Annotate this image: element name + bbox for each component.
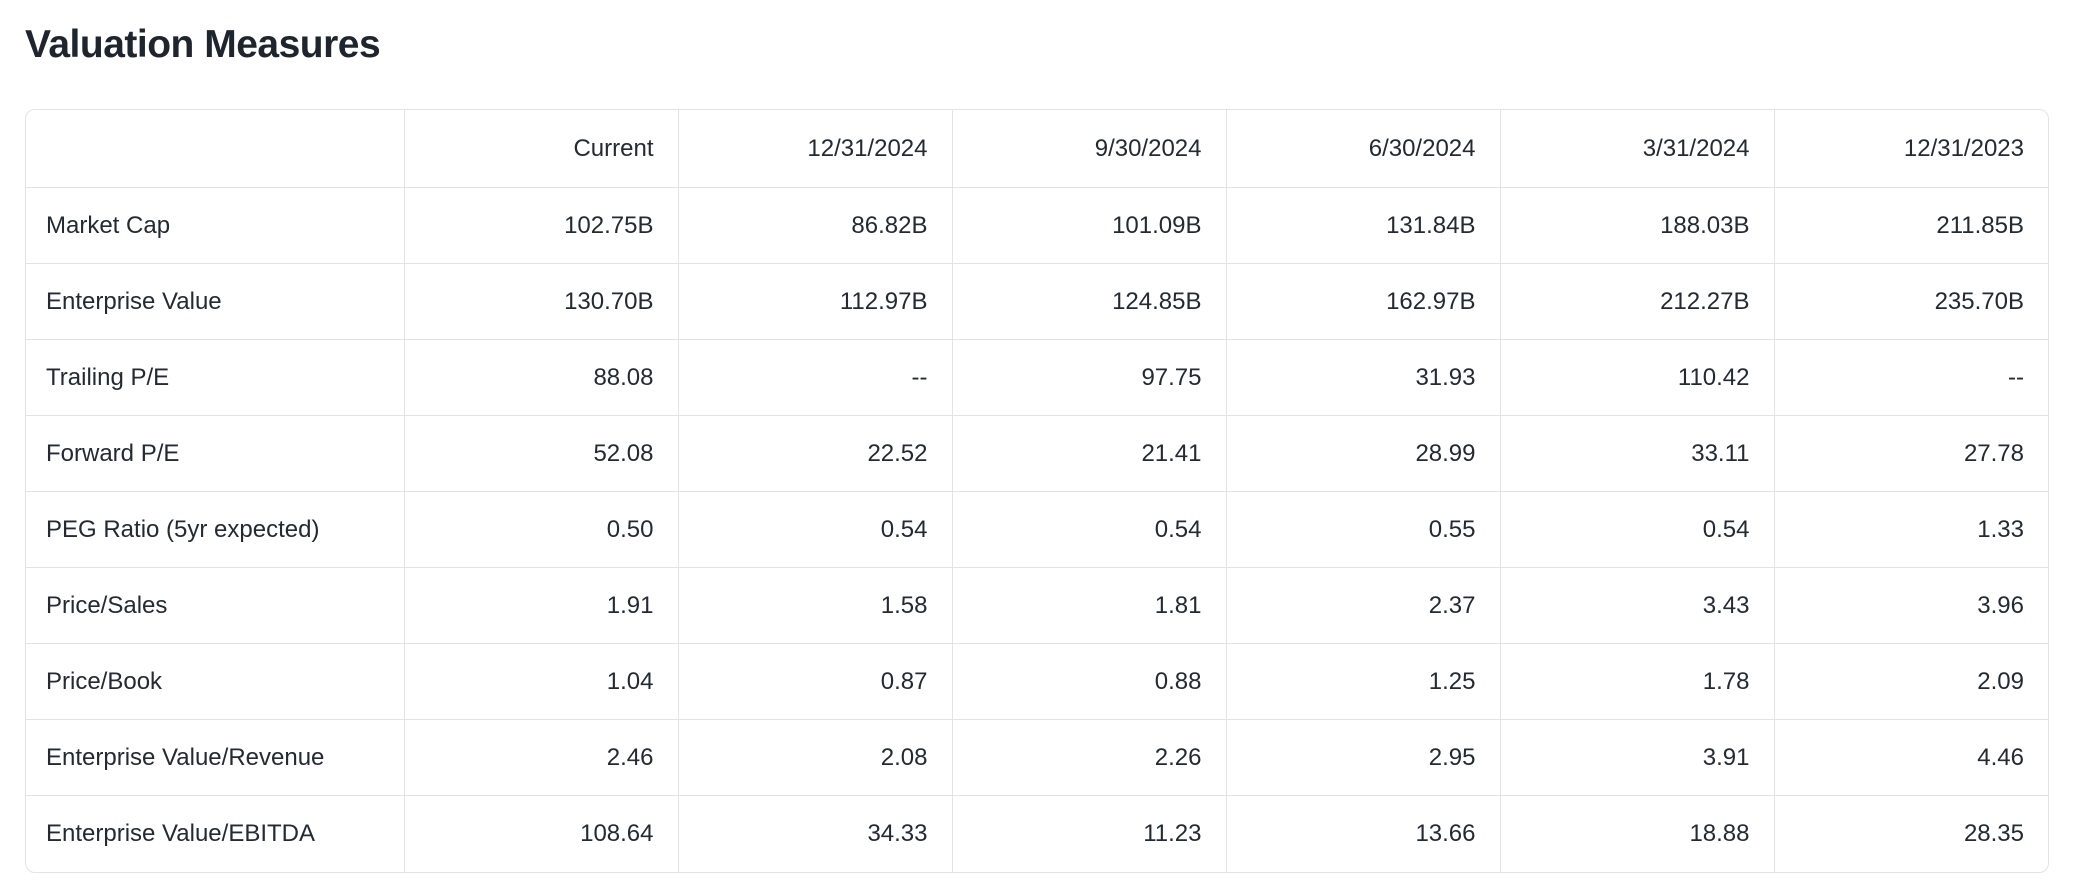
- cell-value: 112.97B: [677, 263, 952, 340]
- cell-value: 2.08: [677, 719, 952, 796]
- table-row: PEG Ratio (5yr expected) 0.50 0.54 0.54 0.55…: [26, 491, 2048, 568]
- cell-value: 188.03B: [1499, 187, 1774, 264]
- cell-value: --: [677, 339, 952, 416]
- cell-value: 33.11: [1499, 415, 1774, 492]
- cell-value: 1.91: [403, 567, 678, 644]
- cell-value: 3.96: [1773, 567, 2048, 644]
- cell-value: 0.54: [677, 491, 952, 568]
- cell-value: 3.43: [1499, 567, 1774, 644]
- table-row: Enterprise Value/Revenue 2.46 2.08 2.26 2.95…: [26, 719, 2048, 796]
- row-label: Price/Sales: [46, 591, 168, 619]
- cell-value: 97.75: [951, 339, 1226, 416]
- cell-value: 110.42: [1499, 339, 1774, 416]
- cell-value: --: [1773, 339, 2048, 416]
- row-label: Price/Book: [46, 667, 163, 695]
- cell-value: 52.08: [403, 415, 678, 492]
- cell-value: 21.41: [951, 415, 1226, 492]
- table-row: Price/Book 1.04 0.87 0.88 1.25 1.78 2.09: [26, 643, 2048, 720]
- cell-value: 27.78: [1773, 415, 2048, 492]
- cell-value: 0.55: [1225, 491, 1500, 568]
- cell-value: 235.70B: [1773, 263, 2048, 340]
- cell-value: 0.54: [951, 491, 1226, 568]
- cell-value: 1.81: [951, 567, 1226, 644]
- table-row: Forward P/E 52.08 22.52 21.41 28.99 33.11 27.7…: [26, 415, 2048, 492]
- row-label: Forward P/E: [46, 439, 180, 467]
- header-row: Current 12/31/2024 9/30/2024 6/30/2024 3/31/…: [26, 109, 2048, 188]
- cell-value: 0.50: [403, 491, 678, 568]
- row-label: Market Cap: [46, 211, 171, 239]
- cell-value: 2.37: [1225, 567, 1500, 644]
- cell-value: 1.25: [1225, 643, 1500, 720]
- cell-value: 108.64: [403, 795, 678, 872]
- cell-value: 212.27B: [1499, 263, 1774, 340]
- column-header: Current: [403, 109, 678, 188]
- cell-value: 0.87: [677, 643, 952, 720]
- cell-value: 124.85B: [951, 263, 1226, 340]
- cell-value: 31.93: [1225, 339, 1500, 416]
- cell-value: 2.46: [403, 719, 678, 796]
- cell-value: 18.88: [1499, 795, 1774, 872]
- valuation-table: Current 12/31/2024 9/30/2024 6/30/2024 3/31/…: [26, 109, 2048, 872]
- cell-value: 2.26: [951, 719, 1226, 796]
- row-label: PEG Ratio (5yr expected): [46, 515, 320, 543]
- table-head: Current 12/31/2024 9/30/2024 6/30/2024 3/31/…: [26, 109, 2048, 188]
- row-label: Enterprise Value: [46, 287, 222, 315]
- column-header: 9/30/2024: [951, 109, 1226, 188]
- cell-value: 0.54: [1499, 491, 1774, 568]
- cell-value: 1.58: [677, 567, 952, 644]
- table-row: Market Cap 102.75B 86.82B 101.09B 131.84B 188…: [26, 187, 2048, 264]
- table-row: Enterprise Value 130.70B 112.97B 124.85B 162…: [26, 263, 2048, 340]
- valuation-table-container: Current 12/31/2024 9/30/2024 6/30/2024 3/31/…: [25, 108, 2049, 873]
- cell-value: 1.78: [1499, 643, 1774, 720]
- cell-value: 211.85B: [1773, 187, 2048, 264]
- cell-value: 2.95: [1225, 719, 1500, 796]
- cell-value: 28.99: [1225, 415, 1500, 492]
- cell-value: 4.46: [1773, 719, 2048, 796]
- page-title: Valuation Measures: [25, 23, 381, 66]
- cell-value: 1.04: [403, 643, 678, 720]
- cell-value: 86.82B: [677, 187, 952, 264]
- cell-value: 131.84B: [1225, 187, 1500, 264]
- cell-value: 130.70B: [403, 263, 678, 340]
- cell-value: 1.33: [1773, 491, 2048, 568]
- cell-value: 34.33: [677, 795, 952, 872]
- table-row: Trailing P/E 88.08 -- 97.75 31.93 110.42 --: [26, 339, 2048, 416]
- cell-value: 13.66: [1225, 795, 1500, 872]
- cell-value: 102.75B: [403, 187, 678, 264]
- row-label: Trailing P/E: [46, 363, 170, 391]
- cell-value: 2.09: [1773, 643, 2048, 720]
- cell-value: 0.88: [951, 643, 1226, 720]
- column-header: 3/31/2024: [1499, 109, 1774, 188]
- row-label: Enterprise Value/Revenue: [46, 743, 325, 771]
- cell-value: 162.97B: [1225, 263, 1500, 340]
- header-spacer: [26, 110, 404, 188]
- cell-value: 22.52: [677, 415, 952, 492]
- cell-value: 28.35: [1773, 795, 2048, 872]
- cell-value: 88.08: [403, 339, 678, 416]
- column-header: 12/31/2024: [677, 109, 952, 188]
- table-body: Market Cap 102.75B 86.82B 101.09B 131.84B 188…: [26, 187, 2048, 872]
- column-header: 12/31/2023: [1773, 109, 2048, 188]
- cell-value: 11.23: [951, 795, 1226, 872]
- column-header: 6/30/2024: [1225, 109, 1500, 188]
- row-label: Enterprise Value/EBITDA: [46, 820, 316, 848]
- table-row: Price/Sales 1.91 1.58 1.81 2.37 3.43 3.96: [26, 567, 2048, 644]
- cell-value: 101.09B: [951, 187, 1226, 264]
- table-row: Enterprise Value/EBITDA 108.64 34.33 11.23 1…: [26, 795, 2048, 872]
- cell-value: 3.91: [1499, 719, 1774, 796]
